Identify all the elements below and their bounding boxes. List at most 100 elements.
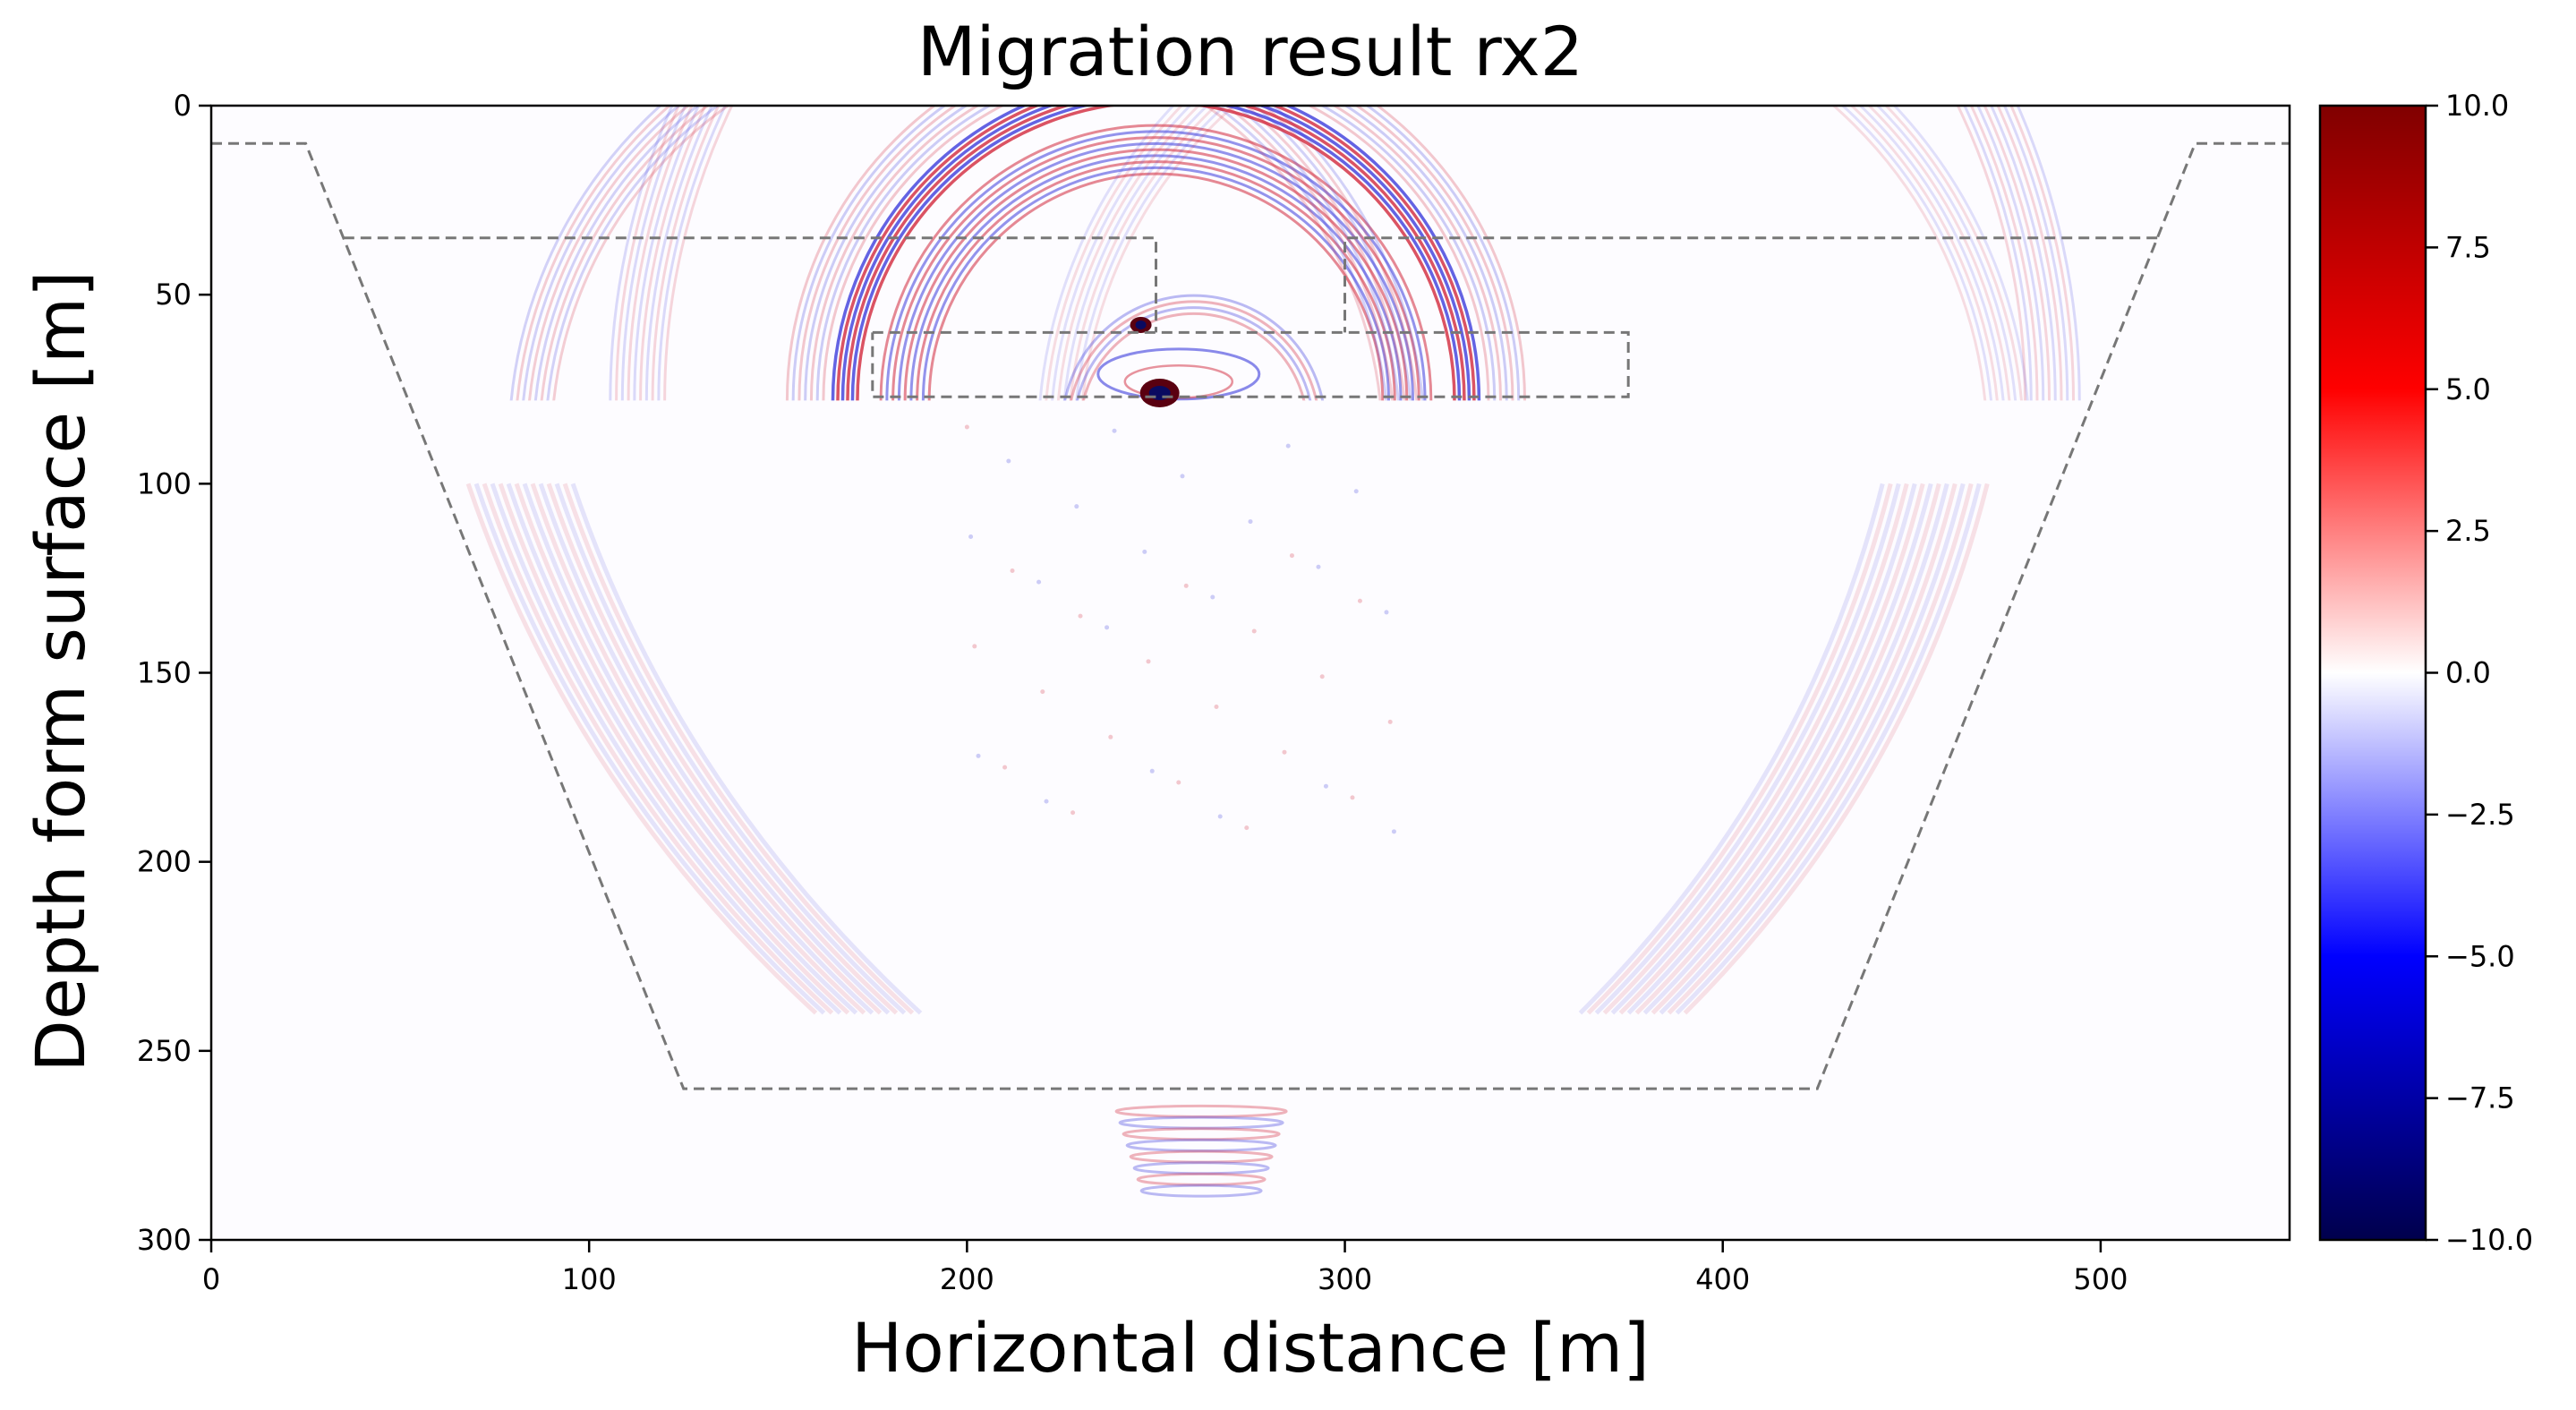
colorbar: 10.0 7.5 5.0 2.5 0.0 −2.5 −5.0 −7.5 −10.0	[2318, 89, 2533, 1257]
flank-wave	[1683, 483, 1990, 1015]
colorbar-gradient	[2318, 104, 2427, 1242]
flank-wave	[562, 483, 915, 1015]
diffraction-arc	[1076, 306, 1312, 401]
colorbar-tick-label: 2.5	[2445, 514, 2491, 548]
left-upper-box-line	[343, 236, 1157, 333]
tunnel-box-line	[871, 330, 1630, 398]
x-tick-label: 500	[2073, 1262, 2128, 1296]
x-axis: 0 100 200 300 400 500	[202, 1240, 2128, 1296]
flank-wave	[1667, 483, 1974, 1015]
scatter-speck	[1244, 825, 1250, 831]
scatter-speck	[1036, 579, 1042, 585]
migration-field	[465, 106, 2081, 1198]
colorbar-tick-label: −2.5	[2445, 798, 2515, 832]
scatter-speck	[1108, 734, 1113, 739]
x-tick-label: 100	[562, 1262, 617, 1296]
scatter-speck	[1289, 553, 1294, 559]
scatter-speck	[1176, 780, 1181, 785]
flank-wave	[465, 483, 818, 1015]
bottom-reflection	[1118, 1115, 1284, 1130]
flank-wave	[1659, 483, 1966, 1015]
diffraction-arc	[1070, 300, 1318, 401]
colorbar-tick-label: 10.0	[2445, 89, 2509, 123]
flank-wave	[1602, 483, 1909, 1015]
scatter-speck	[968, 534, 974, 539]
scatter-speck	[1112, 428, 1117, 433]
flank-wave	[530, 483, 883, 1015]
diffraction-arc	[1063, 294, 1325, 401]
scatter-speck	[1149, 768, 1155, 773]
y-axis: 0 50 100 150 200 250 300	[137, 89, 211, 1257]
diffraction-arc	[885, 130, 1427, 401]
y-tick-label: 0	[174, 89, 192, 123]
diffraction-arc	[879, 124, 1433, 401]
y-axis-label: Depth form surface [m]	[21, 270, 100, 1072]
scatter-speck	[1323, 783, 1328, 789]
flank-wave	[538, 483, 891, 1015]
x-tick-label: 200	[940, 1262, 994, 1296]
diffraction-arc	[897, 141, 1414, 401]
y-tick-label: 250	[137, 1034, 192, 1068]
scatter-speck	[1319, 674, 1325, 679]
flank-wave	[1594, 483, 1901, 1015]
diffraction-arc	[891, 136, 1420, 401]
colorbar-ticks: 10.0 7.5 5.0 2.5 0.0 −2.5 −5.0 −7.5 −10.0	[2426, 89, 2533, 1257]
flank-wave	[570, 483, 923, 1015]
overlay-lines	[211, 141, 2290, 1090]
scatter-speck	[1350, 795, 1355, 800]
flank-wave	[522, 483, 874, 1015]
diffraction-arc	[921, 166, 1390, 401]
scatter-speck	[1146, 659, 1151, 664]
scatter-speck	[1210, 594, 1215, 600]
flank-wave	[1651, 483, 1958, 1015]
plot-background	[211, 106, 2290, 1240]
flank-wave	[482, 483, 834, 1015]
scatter-speck	[1387, 719, 1393, 724]
upper-arcs	[509, 106, 2081, 401]
flank-wave	[1618, 483, 1925, 1015]
scatter-speck	[1214, 705, 1219, 710]
scatter-speck	[1384, 610, 1389, 615]
scatter-speck	[1316, 564, 1321, 569]
bottom-reflection	[1132, 1161, 1270, 1175]
x-tick-label: 300	[1318, 1262, 1372, 1296]
anomaly-center	[1135, 320, 1147, 329]
flank-wave	[1642, 483, 1949, 1015]
scatter-speck	[1282, 749, 1287, 755]
scatter-speck	[1006, 458, 1011, 464]
scatter-speck	[1357, 598, 1362, 603]
flank-wave	[1634, 483, 1941, 1015]
y-tick-label: 150	[137, 656, 192, 690]
flank-wave	[514, 483, 866, 1015]
flank-wave	[554, 483, 907, 1015]
scatter-speck	[976, 753, 981, 758]
scatter-speck	[1248, 519, 1253, 525]
y-tick-label: 100	[137, 466, 192, 500]
flank-wave	[1610, 483, 1917, 1015]
flank-wave	[498, 483, 850, 1015]
right-upper-box-line	[1343, 236, 2158, 333]
outer-trapezoid-line	[211, 141, 2290, 1090]
x-axis-label: Horizontal distance [m]	[851, 1308, 1650, 1388]
colorbar-tick-label: −5.0	[2445, 939, 2515, 973]
bottom-reflection	[1125, 1138, 1277, 1152]
colorbar-tick-label: 5.0	[2445, 372, 2491, 406]
bottom-reflection	[1122, 1127, 1281, 1141]
scatter-speck	[1353, 489, 1359, 494]
chart-title: Migration result rx2	[917, 12, 1583, 91]
scatter-speck	[1040, 689, 1045, 695]
bottom-reflection	[1129, 1149, 1274, 1164]
diffraction-arc	[1082, 312, 1306, 401]
flank-wave	[490, 483, 842, 1015]
scatter-speck	[1142, 549, 1147, 554]
flank-wave	[506, 483, 858, 1015]
flank-wave	[546, 483, 899, 1015]
scatter-speck	[1010, 568, 1015, 573]
scatter-speck	[1183, 583, 1189, 588]
scatter-speck	[1105, 625, 1110, 630]
flank-wave	[1626, 483, 1933, 1015]
scatter-speck	[1070, 810, 1076, 816]
scatter-speck	[1217, 814, 1223, 819]
lens-reflection	[1096, 347, 1261, 401]
